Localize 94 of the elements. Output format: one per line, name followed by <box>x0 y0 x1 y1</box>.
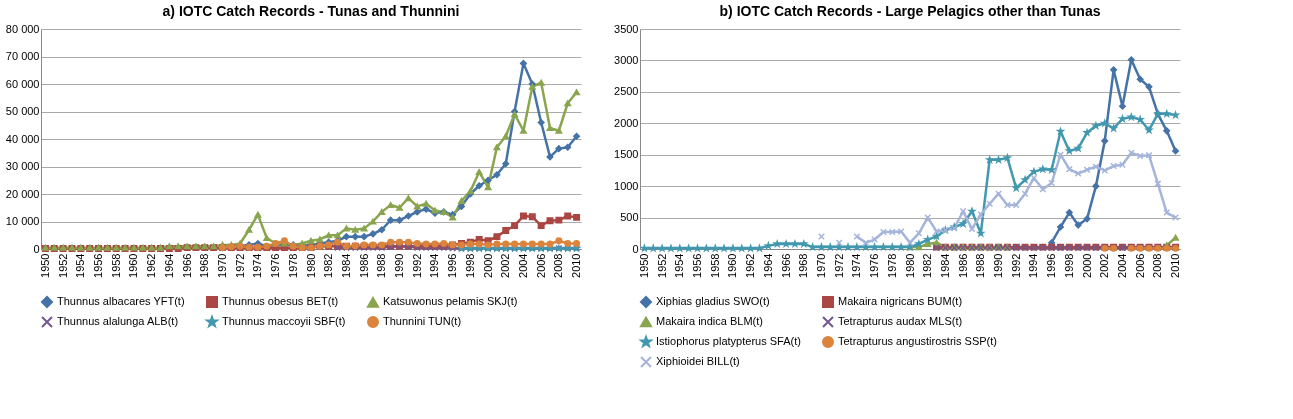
x-tick-label: 1950 <box>637 253 650 278</box>
x-tick-label: 1980 <box>903 253 916 278</box>
x-tick-label: 1966 <box>779 253 792 278</box>
x-tick-label: 2000 <box>481 253 494 278</box>
x-tick-label: 1974 <box>251 253 264 278</box>
legend-label: Thunnus alalunga ALB(t) <box>57 315 179 327</box>
x-tick-label: 1962 <box>744 253 757 278</box>
x-tick-label: 2004 <box>516 253 529 278</box>
legend-label: Xiphias gladius SWO(t) <box>656 295 770 307</box>
legend-label: Istiophorus platypterus SFA(t) <box>656 335 801 347</box>
chart-title: b) IOTC Catch Records - Large Pelagics other than Tunas <box>719 3 1101 19</box>
x-tick-label: 1952 <box>655 253 668 278</box>
x-tick-label: 2002 <box>499 253 512 278</box>
x-tick-label: 1978 <box>286 253 299 278</box>
legend-label: Thunnus albacares YFT(t) <box>57 295 185 307</box>
x-tick-label: 1986 <box>956 253 969 278</box>
x-tick-label: 1992 <box>1009 253 1022 278</box>
x-tick-label: 1996 <box>1045 253 1058 278</box>
legend-label: Thunnus obesus BET(t) <box>222 295 339 307</box>
y-tick-label: 0 <box>632 242 639 255</box>
x-tick-label: 1970 <box>215 253 228 278</box>
x-tick-label: 2002 <box>1098 253 1111 278</box>
x-tick-label: 1962 <box>145 253 158 278</box>
x-tick-label: 1982 <box>322 253 335 278</box>
y-tick-label: 30 000 <box>5 160 40 172</box>
x-tick-label: 1972 <box>832 253 845 278</box>
x-tick-label: 1974 <box>850 253 863 278</box>
y-tick-label: 60 000 <box>5 77 40 90</box>
x-tick-label: 1998 <box>1062 253 1075 278</box>
x-tick-label: 1986 <box>357 253 370 278</box>
x-tick-label: 1958 <box>708 253 721 278</box>
y-tick-label: 40 000 <box>5 132 40 145</box>
x-tick-label: 1972 <box>233 253 246 278</box>
legend-label: Makaira nigricans BUM(t) <box>838 295 963 307</box>
x-tick-label: 1976 <box>269 253 282 278</box>
chart-title: a) IOTC Catch Records - Tunas and Thunnini <box>162 3 460 19</box>
y-tick-label: 3500 <box>614 22 639 35</box>
y-tick-label: 80 000 <box>5 22 40 35</box>
x-tick-label: 1988 <box>974 253 987 278</box>
x-tick-label: 1970 <box>814 253 827 278</box>
x-tick-label: 1998 <box>463 253 476 278</box>
y-tick-label: 3000 <box>614 53 639 66</box>
x-tick-label: 2004 <box>1115 253 1128 278</box>
x-tick-label: 1960 <box>127 253 140 278</box>
y-tick-label: 2000 <box>614 116 639 129</box>
x-tick-label: 1990 <box>992 253 1005 278</box>
legend-label: Katsuwonus pelamis SKJ(t) <box>383 295 518 308</box>
x-tick-label: 2010 <box>1169 253 1182 278</box>
x-tick-label: 2010 <box>570 253 583 278</box>
x-tick-label: 1956 <box>691 253 704 278</box>
x-tick-label: 1992 <box>410 253 423 278</box>
legend-label: Tetrapturus audax MLS(t) <box>838 315 963 327</box>
y-tick-label: 0 <box>33 242 40 255</box>
y-tick-label: 20 000 <box>5 187 40 200</box>
x-tick-label: 1978 <box>885 253 898 278</box>
x-tick-label: 1964 <box>162 253 175 278</box>
x-tick-label: 1952 <box>56 253 69 278</box>
x-tick-label: 1984 <box>938 253 951 278</box>
x-tick-label: 1954 <box>673 253 686 278</box>
x-tick-label: 1988 <box>375 253 388 278</box>
x-tick-label: 1960 <box>726 253 739 278</box>
x-tick-label: 1966 <box>180 253 193 278</box>
x-tick-label: 2008 <box>1151 253 1164 278</box>
x-tick-label: 1964 <box>761 253 774 278</box>
y-tick-label: 1500 <box>614 148 639 161</box>
x-tick-label: 1958 <box>109 253 122 278</box>
x-tick-label: 1994 <box>428 253 441 278</box>
x-tick-label: 1990 <box>393 253 406 278</box>
legend-label: Makaira indica BLM(t) <box>656 315 763 327</box>
y-tick-label: 70 000 <box>5 50 40 62</box>
x-tick-label: 1968 <box>797 253 810 278</box>
y-tick-label: 10 000 <box>5 215 40 227</box>
x-tick-label: 1954 <box>74 253 87 278</box>
x-tick-label: 1982 <box>921 253 934 278</box>
y-tick-label: 1000 <box>614 179 639 192</box>
x-tick-label: 2006 <box>534 253 547 278</box>
x-tick-label: 2006 <box>1133 253 1146 278</box>
x-tick-label: 1950 <box>38 253 51 278</box>
x-tick-label: 1994 <box>1027 253 1040 278</box>
x-tick-label: 1968 <box>198 253 211 278</box>
y-tick-label: 50 000 <box>5 105 40 117</box>
legend-label: Tetrapturus angustirostris SSP(t) <box>838 335 997 347</box>
y-tick-label: 2500 <box>614 85 639 98</box>
x-tick-label: 1984 <box>339 253 352 278</box>
legend-label: Thunnini TUN(t) <box>383 315 462 327</box>
x-tick-label: 1980 <box>304 253 317 278</box>
legend-label: Xiphioidei BILL(t) <box>656 355 740 367</box>
x-tick-label: 1996 <box>446 253 459 278</box>
y-tick-label: 500 <box>620 211 639 224</box>
legend-label: Thunnus maccoyii SBF(t) <box>222 315 346 327</box>
x-tick-label: 1976 <box>868 253 881 278</box>
x-tick-label: 1956 <box>92 253 105 278</box>
x-tick-label: 2008 <box>552 253 565 278</box>
x-tick-label: 2000 <box>1080 253 1093 278</box>
